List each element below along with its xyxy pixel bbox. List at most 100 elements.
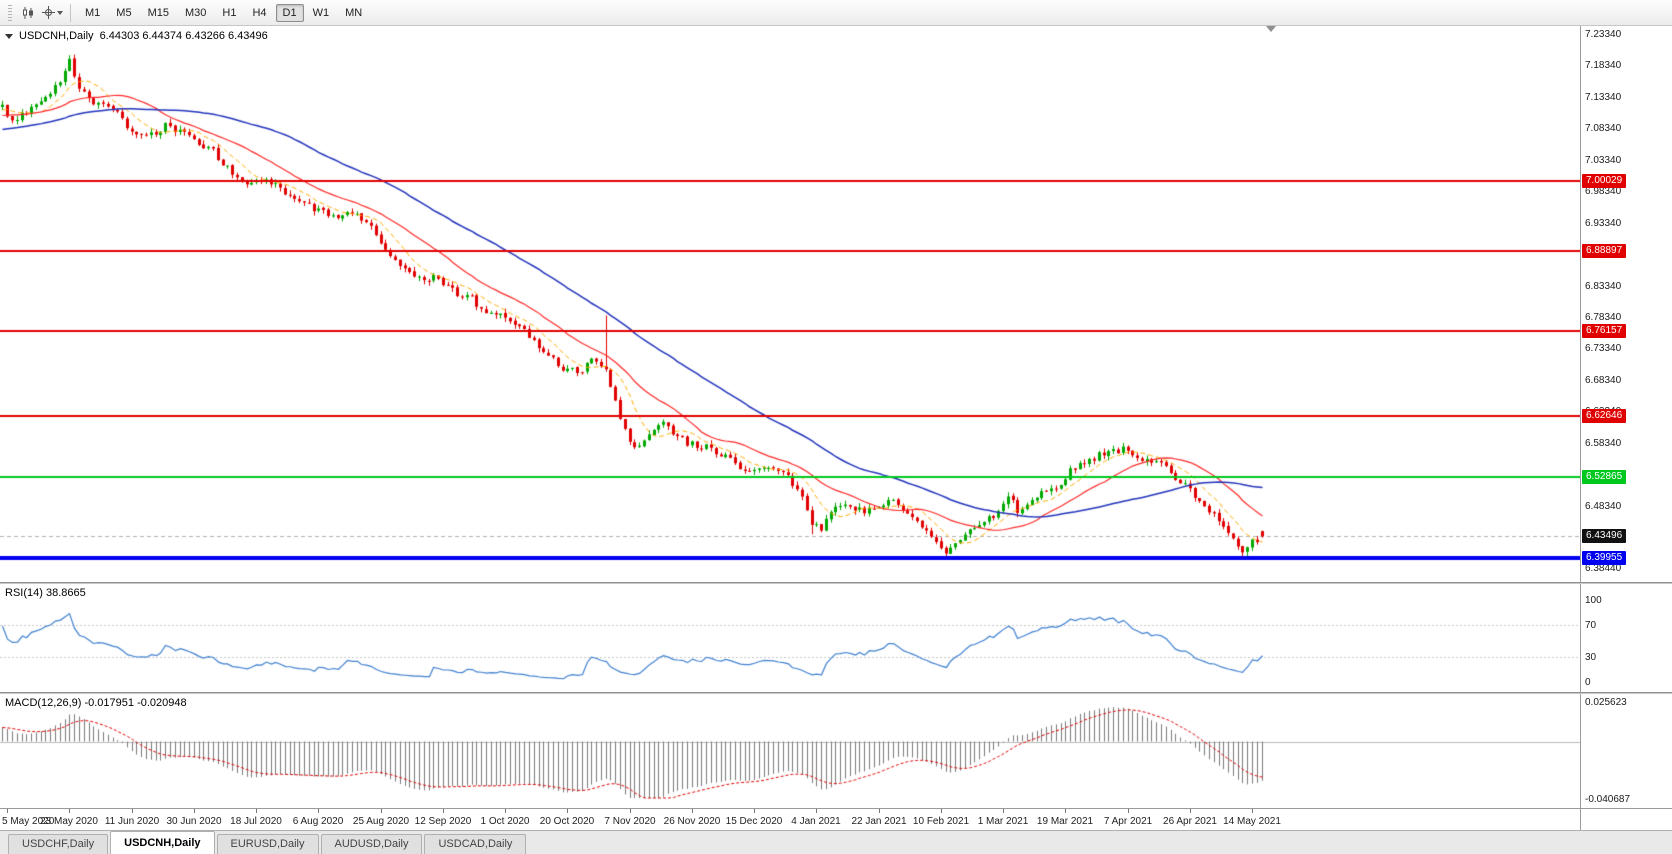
time-tick	[1003, 809, 1004, 813]
tab-usdcad-daily[interactable]: USDCAD,Daily	[424, 834, 527, 854]
toolbar-separator	[70, 3, 71, 22]
tab-usdchf-daily[interactable]: USDCHF,Daily	[8, 834, 109, 854]
time-label: 7 Apr 2021	[1103, 816, 1153, 827]
price-level-tag: 6.62646	[1582, 408, 1627, 423]
timeframe-button-m30[interactable]: M30	[184, 6, 207, 19]
timeframe-button-m5[interactable]: M5	[116, 6, 132, 19]
timeframe-button-m1[interactable]: M1	[85, 6, 101, 19]
dropdown-caret-icon	[56, 10, 63, 15]
macd-axis-bottom-label: -0.040687	[1585, 794, 1631, 805]
ohlc-label: 6.44303 6.44374 6.43266 6.43496	[99, 30, 268, 42]
price-axis-label: 6.38440	[1585, 563, 1622, 574]
macd-label: MACD(12,26,9) -0.017951 -0.020948	[5, 697, 187, 709]
time-tick	[194, 809, 195, 813]
tab-eurusd-daily[interactable]: EURUSD,Daily	[216, 834, 319, 854]
time-label: 18 Jul 2020	[230, 816, 282, 827]
rsi-plot[interactable]: RSI(14) 38.8665	[0, 584, 1580, 692]
price-axis-label: 6.78340	[1585, 312, 1622, 324]
price-axis-label: 6.93340	[1585, 217, 1622, 229]
timeframe-button-h4[interactable]: H4	[252, 6, 267, 19]
time-label: 14 May 2021	[1223, 816, 1281, 827]
time-tick	[318, 809, 319, 813]
time-tick	[256, 809, 257, 813]
rsi-axis-label: 100	[1585, 595, 1602, 606]
time-label: 1 Oct 2020	[480, 816, 530, 827]
rsi-axis[interactable]: 100 70 30 0	[1580, 584, 1672, 692]
timeframe-button-h1[interactable]: H1	[222, 6, 237, 19]
time-tick	[630, 809, 631, 813]
time-label: 1 Mar 2021	[977, 816, 1029, 827]
price-axis-label: 7.23340	[1585, 29, 1622, 40]
time-axis-corner	[1580, 809, 1672, 830]
time-label: 6 Aug 2020	[292, 816, 344, 827]
timeframe-button-d1[interactable]: D1	[275, 3, 304, 22]
time-tick	[754, 809, 755, 813]
chart-tabs-bar: USDCHF,Daily USDCNH,Daily EURUSD,Daily AUDU…	[0, 830, 1672, 854]
crosshair-icon	[41, 6, 55, 19]
price-axis-label: 6.58340	[1585, 437, 1622, 449]
time-label: 23 May 2020	[40, 816, 98, 827]
price-shift-marker-icon[interactable]	[1266, 26, 1276, 32]
price-level-tag: 6.76157	[1582, 323, 1627, 338]
rsi-panel: RSI(14) 38.8665 100 70 30 0	[0, 584, 1672, 692]
time-tick	[692, 809, 693, 813]
panel-splitter-rsi[interactable]	[0, 582, 1672, 584]
time-tick	[941, 809, 942, 813]
time-axis[interactable]: 5 May 2020 23 May 2020 11 Jun 2020 30 Jun 2…	[0, 808, 1672, 830]
price-panel: USDCNH,Daily 6.44303 6.44374 6.43266 6.4…	[0, 26, 1672, 582]
time-label: 26 Apr 2021	[1163, 816, 1217, 827]
time-tick	[7, 809, 8, 813]
macd-canvas[interactable]	[0, 694, 1580, 808]
price-axis-label: 7.13340	[1585, 91, 1622, 103]
rsi-axis-label: 30	[1585, 652, 1597, 664]
time-tick	[567, 809, 568, 813]
bottom-tabs: USDCHF,Daily USDCNH,Daily EURUSD,Daily AUDU…	[8, 831, 528, 854]
time-label: 19 Mar 2021	[1036, 816, 1094, 827]
timeframe-buttons: M1 M5 M15 M30 H1 H4 D1 W1 MN	[77, 3, 370, 22]
price-plot[interactable]: USDCNH,Daily 6.44303 6.44374 6.43266 6.4…	[0, 26, 1580, 582]
top-toolbar: M1 M5 M15 M30 H1 H4 D1 W1 MN	[0, 0, 1672, 26]
time-label: 7 Nov 2020	[604, 816, 656, 827]
time-tick	[879, 809, 880, 813]
price-axis-label: 7.18340	[1585, 60, 1622, 72]
price-canvas[interactable]	[0, 26, 1580, 582]
price-axis[interactable]: 7.23340 7.18340 7.13340 7.08340 7.03340 6.983…	[1580, 26, 1672, 582]
price-level-tag: 6.88897	[1582, 243, 1627, 258]
time-tick	[132, 809, 133, 813]
rsi-canvas[interactable]	[0, 584, 1580, 692]
crosshair-tool-button[interactable]	[40, 3, 64, 23]
tab-usdcnh-daily[interactable]: USDCNH,Daily	[110, 831, 215, 854]
price-level-tag: 6.39955	[1582, 551, 1627, 566]
candlestick-chart-icon	[23, 6, 33, 19]
time-tick	[1190, 809, 1191, 813]
macd-axis-top-label: 0.025623	[1585, 697, 1627, 708]
time-tick	[69, 809, 70, 813]
panel-splitter-macd[interactable]	[0, 692, 1672, 694]
timeframe-button-m15[interactable]: M15	[147, 6, 169, 19]
time-label: 15 Dec 2020	[725, 816, 783, 827]
price-axis-label: 6.73340	[1585, 343, 1622, 355]
price-axis-label: 6.48340	[1585, 500, 1622, 512]
time-label: 4 Jan 2021	[791, 816, 841, 827]
tab-audusd-daily[interactable]: AUDUSD,Daily	[320, 834, 423, 854]
time-label: 5 May 2020	[2, 816, 55, 827]
timeframe-button-mn[interactable]: MN	[345, 6, 363, 19]
macd-axis[interactable]: 0.025623 -0.040687	[1580, 694, 1672, 808]
toolbar-drag-handle[interactable]	[8, 4, 12, 21]
time-axis-labels: 5 May 2020 23 May 2020 11 Jun 2020 30 Jun 2…	[0, 809, 1580, 830]
rsi-axis-label: 0	[1585, 677, 1591, 688]
time-tick	[1065, 809, 1066, 813]
symbol-period-label: USDCNH,Daily	[19, 30, 94, 42]
chart-type-button[interactable]	[16, 3, 40, 23]
collapse-arrow-icon[interactable]	[5, 33, 13, 39]
time-label: 20 Oct 2020	[539, 816, 595, 827]
time-tick	[505, 809, 506, 813]
time-tick	[381, 809, 382, 813]
chart-title: USDCNH,Daily 6.44303 6.44374 6.43266 6.4…	[5, 30, 268, 42]
time-label: 11 Jun 2020	[104, 816, 160, 827]
timeframe-button-w1[interactable]: W1	[312, 6, 330, 19]
time-label: 26 Nov 2020	[663, 816, 721, 827]
macd-plot[interactable]: MACD(12,26,9) -0.017951 -0.020948	[0, 694, 1580, 808]
time-label: 12 Sep 2020	[414, 816, 472, 827]
price-level-tag: 6.52865	[1582, 470, 1627, 485]
